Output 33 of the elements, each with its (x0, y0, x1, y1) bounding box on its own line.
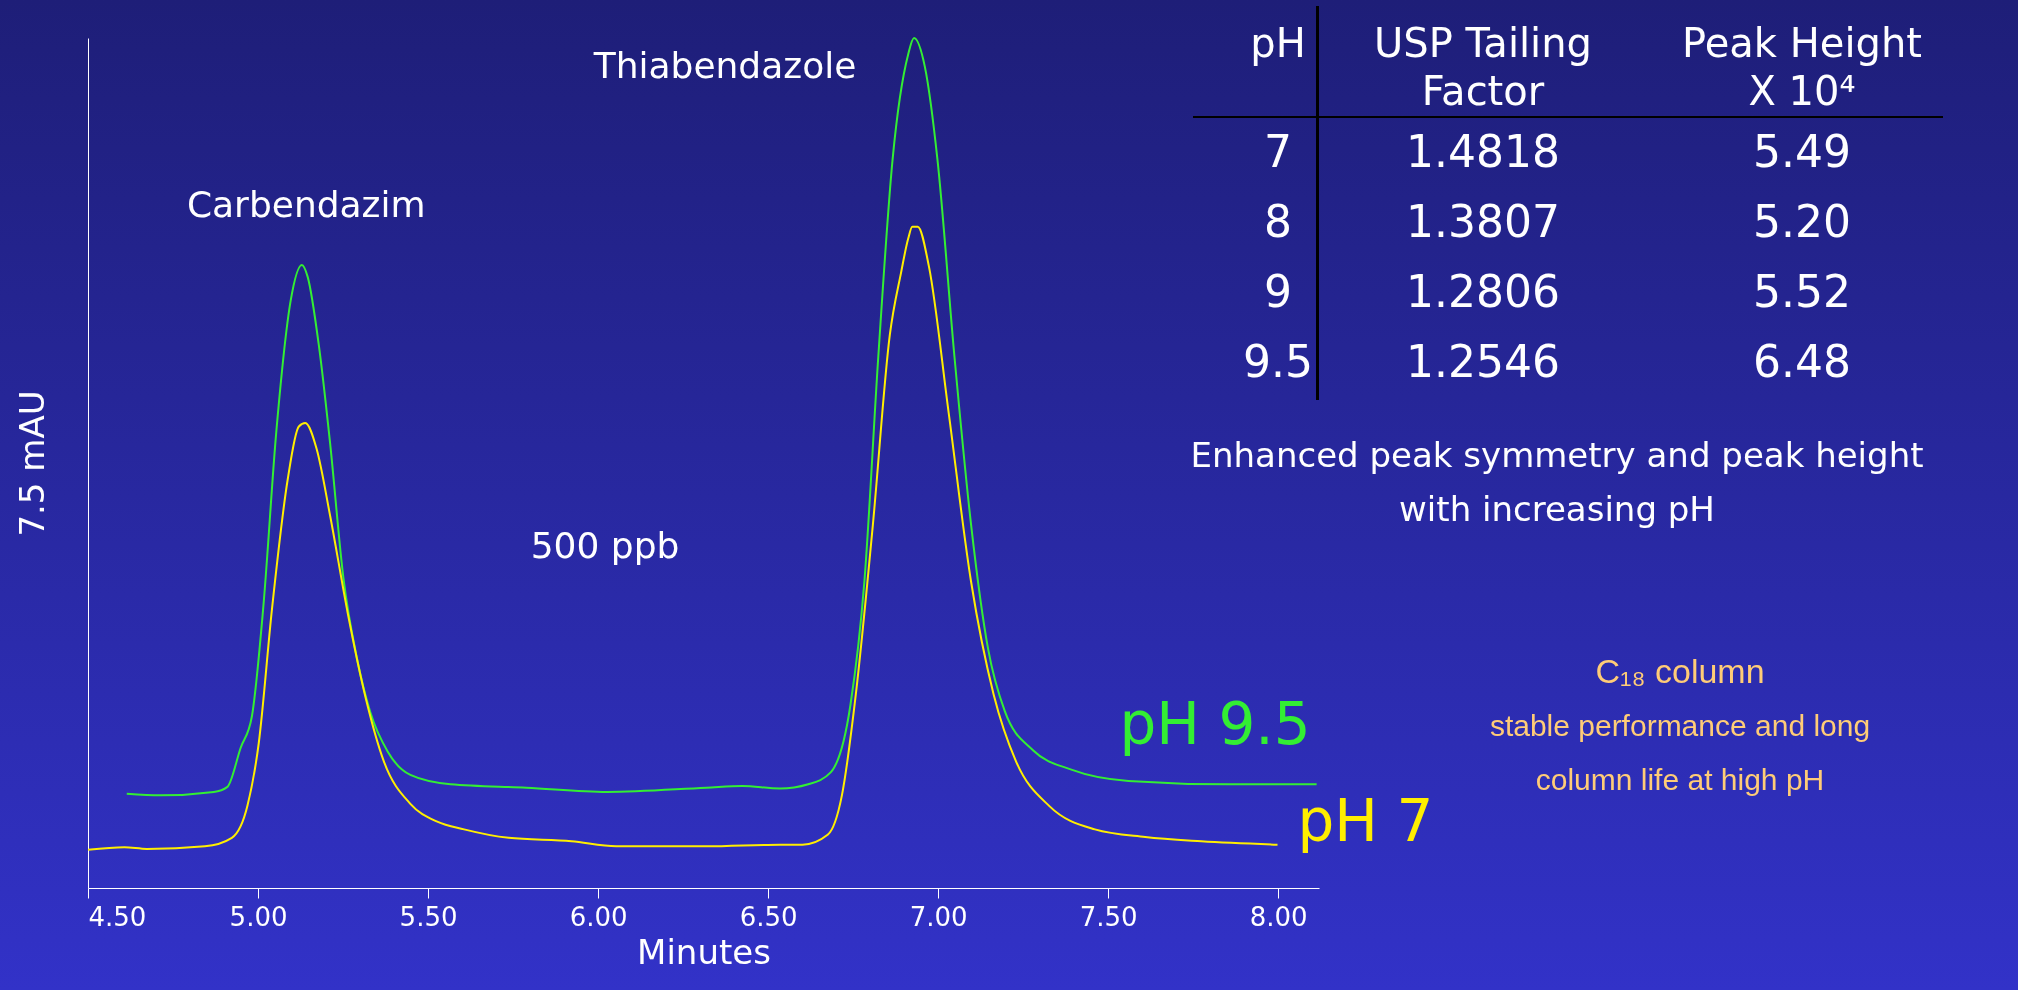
y-axis-title: 7.5 mAU (11, 390, 52, 537)
annotation: Thiabendazole (592, 45, 857, 86)
text: stable performance and long column life at high pH (1489, 709, 1871, 796)
annotation: 500 ppb (530, 525, 680, 566)
x-tick-label: 7.50 (1079, 901, 1138, 932)
text: 5.52 (1753, 266, 1851, 317)
category-label: USP Tailing Factor (1374, 20, 1592, 114)
x-tick-label: 4.50 (88, 901, 147, 932)
text: C₁₈ column (1595, 652, 1765, 690)
x-axis-title: Minutes (637, 931, 771, 972)
x-tick-label: 7.00 (909, 901, 968, 932)
annotation: 8 (1264, 196, 1292, 247)
annotation: 9.5 (1243, 336, 1313, 387)
text: 5.20 (1753, 196, 1851, 247)
x-tick-label: 6.50 (739, 901, 798, 932)
category-label: pH (1250, 20, 1306, 66)
text: 1.2546 (1406, 336, 1560, 387)
x-tick-label: 8.00 (1249, 901, 1308, 932)
x-tick-label: 5.50 (399, 901, 458, 932)
annotation: 7 (1264, 126, 1292, 177)
annotation: 9 (1264, 266, 1292, 317)
annotation: Enhanced peak symmetry and peak height with increasing pH (1190, 435, 1924, 529)
annotation: Carbendazim (186, 183, 426, 225)
text: 1.2806 (1406, 266, 1560, 317)
series-label: pH 7 (1297, 786, 1434, 855)
text: 6.48 (1753, 336, 1851, 387)
x-tick-label: 6.00 (569, 901, 628, 932)
text: 1.3807 (1406, 196, 1560, 247)
category-label: Peak Height X 10⁴ (1682, 20, 1922, 114)
series-label: pH 9.5 (1119, 690, 1311, 759)
text: 1.4818 (1406, 126, 1560, 177)
text: 5.49 (1753, 126, 1851, 177)
x-tick-label: 5.00 (229, 901, 288, 932)
